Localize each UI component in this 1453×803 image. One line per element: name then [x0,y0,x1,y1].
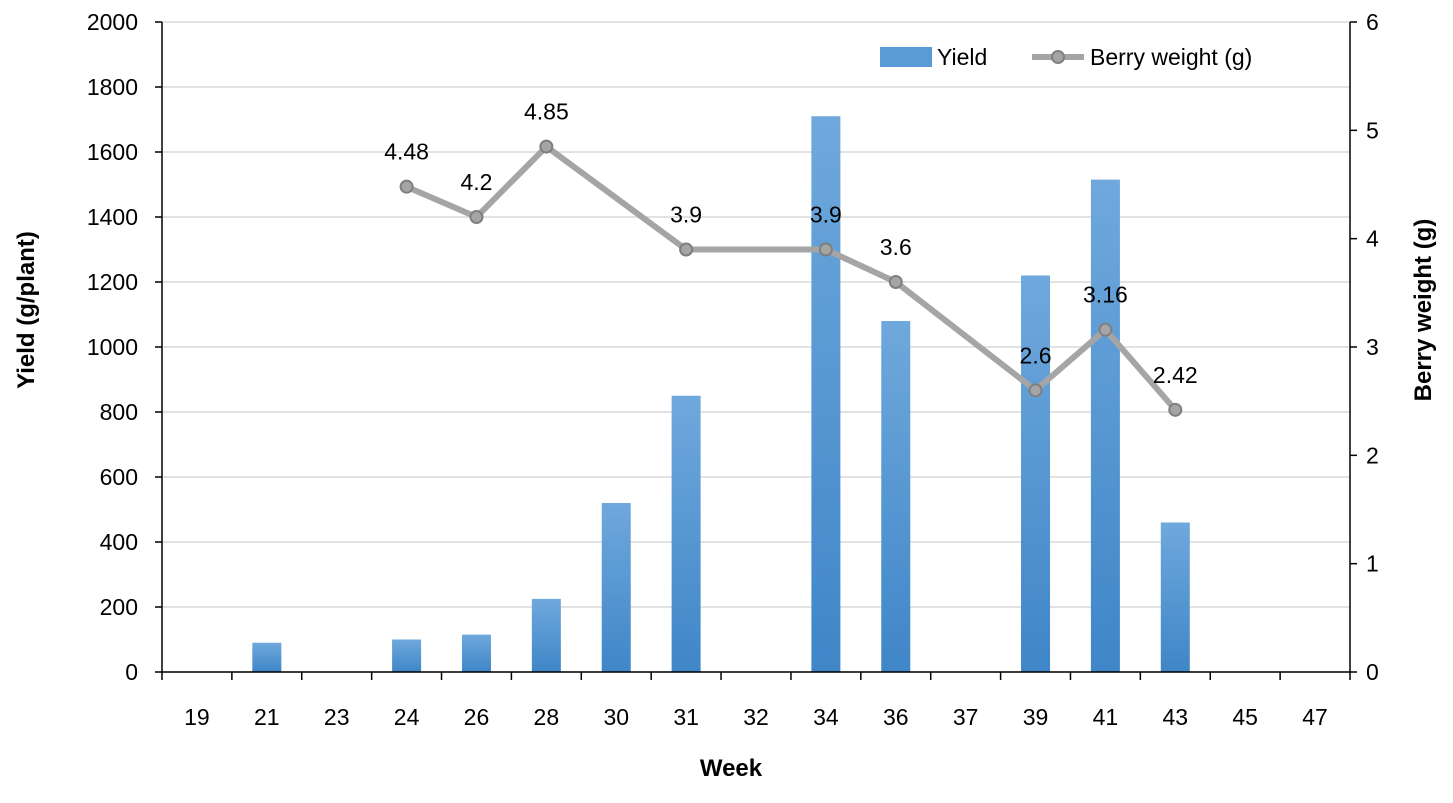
bar-21 [252,642,282,672]
legend-berry-marker [1051,50,1065,64]
data-label: 2.42 [1153,362,1198,388]
x-tick-label: 43 [1162,704,1188,730]
gridlines [162,21,1350,673]
x-tick-label: 37 [953,704,979,730]
axes [155,21,1357,680]
y-tick-label: 1000 [87,334,138,360]
data-label: 4.85 [524,99,569,125]
x-tick-label: 23 [324,704,350,730]
y2-tick-label: 4 [1366,226,1379,252]
y-tick-label: 0 [125,659,138,685]
data-label: 4.2 [460,169,492,195]
berry-point-28 [539,139,554,154]
y-tick-label: 2000 [87,9,138,35]
data-label: 2.6 [1020,342,1052,368]
x-axis-title: Week [700,755,763,782]
y-tick-label: 400 [100,529,138,555]
tick-labels: 0 200 400 600 800 1000 1200 1400 1600 1800 2000 0 1 2… [87,9,1379,730]
x-tick-label: 34 [813,704,839,730]
y-tick-label: 1200 [87,269,138,295]
berry-point-39 [1028,383,1043,398]
bar-43 [1160,522,1190,672]
bar-41 [1090,179,1120,672]
data-labels: 4.48 4.2 4.85 3.9 3.9 3.6 2.6 3.16 2.42 [384,99,1197,388]
legend-yield-label: Yield [937,44,987,70]
data-label: 3.16 [1083,282,1128,308]
berry-point-31 [679,242,694,257]
x-tick-label: 45 [1232,704,1258,730]
data-label: 4.48 [384,139,429,165]
berry-point-36 [888,275,903,289]
legend-berry-label: Berry weight (g) [1090,44,1252,70]
bar-36 [881,321,911,672]
y2-tick-label: 1 [1366,551,1379,577]
legend-yield-swatch [880,47,932,67]
berry-point-24 [399,179,414,194]
bar-24 [392,639,422,672]
berry-point-41 [1098,322,1113,337]
y2-tick-label: 0 [1366,659,1379,685]
bar-39 [1021,275,1051,672]
data-label: 3.6 [880,234,912,260]
x-tick-label: 47 [1302,704,1328,730]
y2-axis-title: Berry weight (g) [1410,219,1437,402]
berry-weight-path [405,143,1178,412]
x-tick-label: 24 [394,704,420,730]
x-tick-label: 19 [184,704,210,730]
x-tick-label: 31 [673,704,699,730]
bar-34 [811,116,841,672]
x-tick-label: 39 [1023,704,1049,730]
x-tick-label: 30 [603,704,629,730]
y-tick-label: 1400 [87,204,138,230]
x-tick-label: 32 [743,704,769,730]
y-tick-label: 800 [100,399,138,425]
bar-28 [531,598,561,672]
bar-31 [671,395,701,672]
y2-tick-label: 5 [1366,117,1379,143]
x-tick-label: 41 [1093,704,1119,730]
y-tick-label: 1600 [87,139,138,165]
legend: Yield Berry weight (g) [880,44,1252,70]
y2-tick-label: 3 [1366,334,1379,360]
y-tick-label: 200 [100,594,138,620]
data-label: 3.9 [670,202,702,228]
berry-point-43 [1168,402,1183,417]
bar-30 [601,503,631,672]
y-tick-label: 600 [100,464,138,490]
x-tick-label: 28 [534,704,560,730]
yield-bars [252,116,1190,672]
y2-tick-label: 2 [1366,442,1379,468]
berry-point-34 [818,242,833,257]
y-tick-label: 1800 [87,74,138,100]
x-tick-label: 26 [464,704,490,730]
data-label: 3.9 [810,202,842,228]
y-axis-title: Yield (g/plant) [13,231,40,389]
y2-tick-label: 6 [1366,9,1379,35]
berry-point-26 [469,210,484,224]
bar-26 [461,634,491,672]
x-tick-label: 21 [254,704,280,730]
x-tick-label: 36 [883,704,909,730]
berry-weight-line [399,139,1183,417]
